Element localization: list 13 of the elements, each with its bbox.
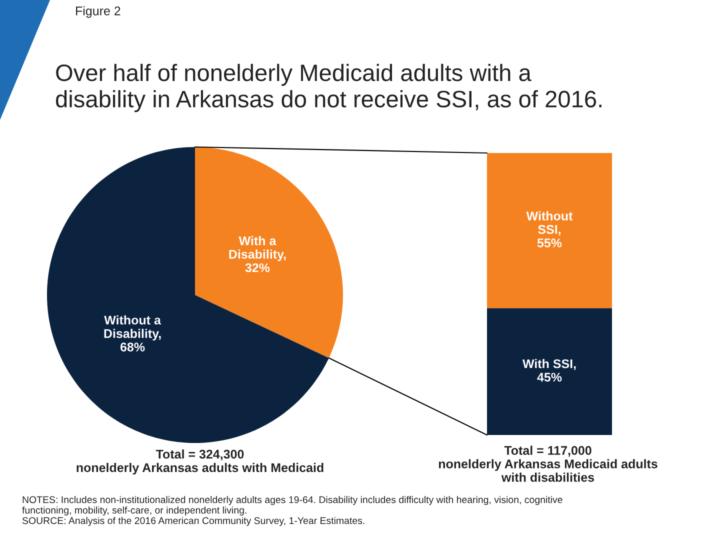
data-label: 45%	[537, 372, 562, 382]
pie-slice	[195, 147, 343, 358]
series-label: With SSI,	[522, 358, 576, 370]
text: Total = 324,300 nonelderly Arkansas adults with Medicaid	[76, 449, 324, 475]
text: NOTES: Includes non-institutionalized nonelderly adults ages 19-64. Disability includes difficulty with hearing, vision, cognitive functioning, mobility, self-care, or independent living. SOURCE: Analysis of the 2016 American Community Survey, 1-Year Estimates.	[22, 496, 562, 526]
pie-slice	[47, 147, 329, 443]
text: Total = 117,000 nonelderly Arkansas Medicaid adults with disabilities	[438, 446, 658, 482]
chart-title: Over half of nonelderly Medicaid adults with a disability in Arkansas do not receive SSI, as of 2016.	[56, 64, 602, 112]
chart-subtitle: Figure 2	[76, 6, 120, 18]
slice-label: With a Disability, 32%	[229, 236, 286, 272]
series-label: Without SSI,	[526, 211, 573, 236]
data-label: 55%	[537, 238, 562, 248]
slice-label: Without a Disability, 68%	[104, 315, 162, 352]
